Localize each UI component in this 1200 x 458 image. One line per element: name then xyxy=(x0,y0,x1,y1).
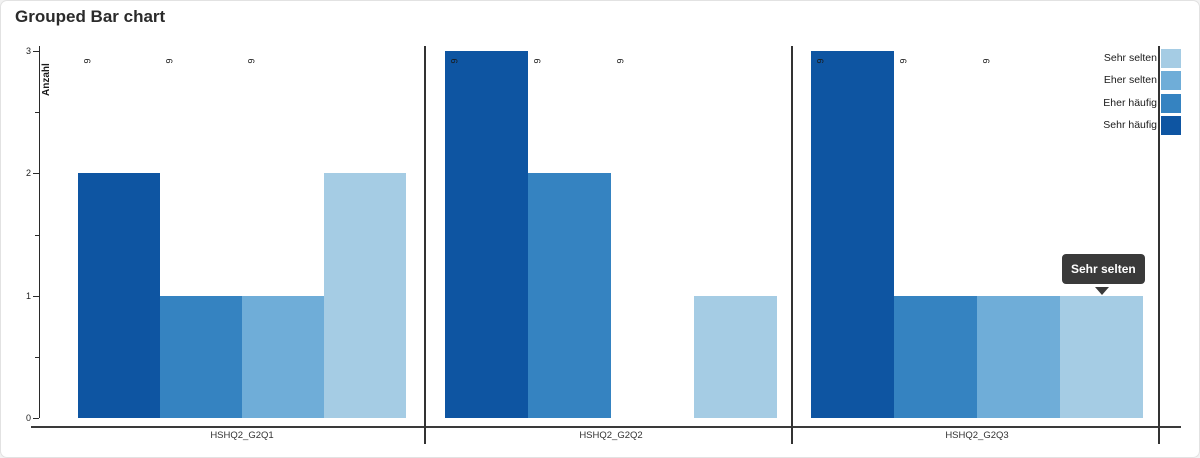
y-axis-title: Anzahl xyxy=(41,63,52,96)
bar-sehr-h-ufig-hshq2_g2q3[interactable] xyxy=(811,51,894,418)
y-axis-major-tick xyxy=(33,296,39,297)
bar-count-label: 6 xyxy=(82,58,92,64)
facet-divider-line xyxy=(791,46,793,444)
bar-eher-h-ufig-hshq2_g2q1[interactable] xyxy=(160,296,242,418)
x-axis-category-label: HSHQ2_G2Q1 xyxy=(210,430,274,441)
facet-divider-line xyxy=(424,46,426,444)
bar-count-label: 6 xyxy=(246,58,256,64)
y-axis-minor-tick xyxy=(35,357,39,358)
bar-sehr-selten-hshq2_g2q2[interactable] xyxy=(694,296,777,418)
y-axis-tick-label: 0 xyxy=(25,413,31,423)
x-axis-category-label: HSHQ2_G2Q3 xyxy=(945,430,1009,441)
bar-eher-selten-hshq2_g2q1[interactable] xyxy=(242,296,324,418)
legend-label-eher-selten[interactable]: Eher selten xyxy=(1103,74,1157,87)
y-axis-tick-label: 1 xyxy=(25,291,31,301)
y-axis-major-tick xyxy=(33,418,39,419)
bar-count-label: 6 xyxy=(164,58,174,64)
legend-swatch-eher-h-ufig[interactable] xyxy=(1161,93,1181,113)
bar-sehr-h-ufig-hshq2_g2q2[interactable] xyxy=(445,51,528,418)
bar-count-label: 6 xyxy=(615,58,625,64)
y-axis-tick-label: 2 xyxy=(25,168,31,178)
bar-eher-selten-hshq2_g2q3[interactable] xyxy=(977,296,1060,418)
y-axis-major-tick xyxy=(33,51,39,52)
y-axis-tick-label: 3 xyxy=(25,46,31,56)
bar-count-label: 6 xyxy=(815,58,825,64)
bar-sehr-selten-hshq2_g2q3[interactable] xyxy=(1060,296,1143,418)
legend-swatch-sehr-selten[interactable] xyxy=(1161,49,1181,68)
facet-divider-line xyxy=(1158,46,1160,444)
tooltip-arrow-icon xyxy=(1095,287,1109,295)
legend-label-eher-h-ufig[interactable]: Eher häufig xyxy=(1103,96,1157,109)
bar-count-label: 6 xyxy=(532,58,542,64)
bar-sehr-selten-hshq2_g2q1[interactable] xyxy=(324,173,406,418)
x-axis-line xyxy=(31,426,1181,428)
x-axis-category-label: HSHQ2_G2Q2 xyxy=(579,430,643,441)
legend-label-sehr-h-ufig[interactable]: Sehr häufig xyxy=(1103,119,1157,132)
y-axis-line xyxy=(39,46,40,418)
bar-eher-h-ufig-hshq2_g2q3[interactable] xyxy=(894,296,977,418)
chart-title: Grouped Bar chart xyxy=(15,7,166,26)
legend-swatch-sehr-h-ufig[interactable] xyxy=(1161,116,1181,136)
bar-sehr-h-ufig-hshq2_g2q1[interactable] xyxy=(78,173,160,418)
bar-count-label: 6 xyxy=(981,58,991,64)
bar-count-label: 6 xyxy=(449,58,459,64)
y-axis-minor-tick xyxy=(35,235,39,236)
y-axis-major-tick xyxy=(33,173,39,174)
bar-count-label: 6 xyxy=(898,58,908,64)
legend-swatch-eher-selten[interactable] xyxy=(1161,71,1181,91)
bar-eher-h-ufig-hshq2_g2q2[interactable] xyxy=(528,173,611,418)
y-axis-minor-tick xyxy=(35,112,39,113)
tooltip: Sehr selten xyxy=(1062,254,1145,284)
legend-label-sehr-selten[interactable]: Sehr selten xyxy=(1103,52,1157,64)
